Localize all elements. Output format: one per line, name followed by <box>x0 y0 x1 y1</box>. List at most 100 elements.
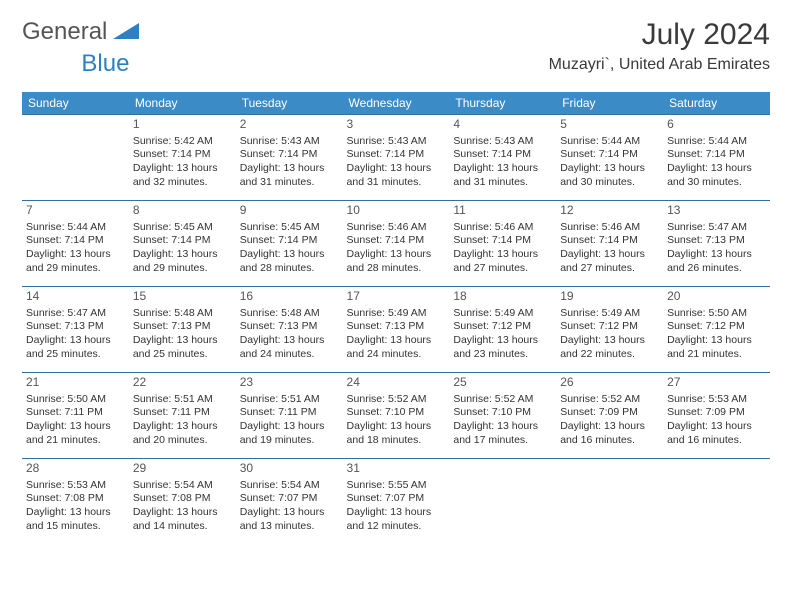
calendar-day-cell: 25Sunrise: 5:52 AMSunset: 7:10 PMDayligh… <box>449 373 556 459</box>
calendar-day-cell: 1Sunrise: 5:42 AMSunset: 7:14 PMDaylight… <box>129 115 236 201</box>
sunrise-line: Sunrise: 5:49 AM <box>560 307 659 321</box>
calendar-day-cell: 20Sunrise: 5:50 AMSunset: 7:12 PMDayligh… <box>663 287 770 373</box>
calendar-table: SundayMondayTuesdayWednesdayThursdayFrid… <box>22 92 770 545</box>
day-number: 7 <box>26 203 125 219</box>
daylight-line: Daylight: 13 hours and 19 minutes. <box>240 420 339 447</box>
weekday-header: Monday <box>129 92 236 115</box>
daylight-line: Daylight: 13 hours and 15 minutes. <box>26 506 125 533</box>
daylight-line: Daylight: 13 hours and 14 minutes. <box>133 506 232 533</box>
day-number: 2 <box>240 117 339 133</box>
calendar-week-row: 21Sunrise: 5:50 AMSunset: 7:11 PMDayligh… <box>22 373 770 459</box>
daylight-line: Daylight: 13 hours and 29 minutes. <box>133 248 232 275</box>
daylight-line: Daylight: 13 hours and 13 minutes. <box>240 506 339 533</box>
sunset-line: Sunset: 7:07 PM <box>240 492 339 506</box>
day-number: 20 <box>667 289 766 305</box>
daylight-line: Daylight: 13 hours and 25 minutes. <box>133 334 232 361</box>
sunrise-line: Sunrise: 5:45 AM <box>133 221 232 235</box>
calendar-day-cell: 8 Sunrise: 5:45 AMSunset: 7:14 PMDaylight… <box>129 201 236 287</box>
brand-word-2: Blue <box>81 50 129 78</box>
sunset-line: Sunset: 7:14 PM <box>26 234 125 248</box>
sunrise-line: Sunrise: 5:52 AM <box>347 393 446 407</box>
calendar-day-cell: 14Sunrise: 5:47 AMSunset: 7:13 PMDayligh… <box>22 287 129 373</box>
calendar-day-cell: 9Sunrise: 5:45 AMSunset: 7:14 PMDaylight… <box>236 201 343 287</box>
sunset-line: Sunset: 7:14 PM <box>560 234 659 248</box>
calendar-empty-cell <box>663 459 770 545</box>
day-number: 24 <box>347 375 446 391</box>
sunset-line: Sunset: 7:10 PM <box>347 406 446 420</box>
daylight-line: Daylight: 13 hours and 17 minutes. <box>453 420 552 447</box>
sunset-line: Sunset: 7:14 PM <box>667 148 766 162</box>
calendar-day-cell: 13Sunrise: 5:47 AMSunset: 7:13 PMDayligh… <box>663 201 770 287</box>
calendar-day-cell: 31Sunrise: 5:55 AMSunset: 7:07 PMDayligh… <box>343 459 450 545</box>
sunset-line: Sunset: 7:11 PM <box>240 406 339 420</box>
weekday-header: Thursday <box>449 92 556 115</box>
sunrise-line: Sunrise: 5:53 AM <box>26 479 125 493</box>
sunset-line: Sunset: 7:12 PM <box>667 320 766 334</box>
sunset-line: Sunset: 7:14 PM <box>347 234 446 248</box>
day-number: 19 <box>560 289 659 305</box>
month-title: July 2024 <box>549 18 770 52</box>
sunset-line: Sunset: 7:14 PM <box>453 148 552 162</box>
calendar-header-row: SundayMondayTuesdayWednesdayThursdayFrid… <box>22 92 770 115</box>
weekday-header: Wednesday <box>343 92 450 115</box>
title-block: July 2024 Muzayri`, United Arab Emirates <box>549 18 770 74</box>
daylight-line: Daylight: 13 hours and 24 minutes. <box>240 334 339 361</box>
day-number: 16 <box>240 289 339 305</box>
weekday-header: Sunday <box>22 92 129 115</box>
sunset-line: Sunset: 7:14 PM <box>560 148 659 162</box>
day-number: 28 <box>26 461 125 477</box>
sunrise-line: Sunrise: 5:43 AM <box>240 135 339 149</box>
sunrise-line: Sunrise: 5:44 AM <box>26 221 125 235</box>
day-number: 11 <box>453 203 552 219</box>
sunrise-line: Sunrise: 5:52 AM <box>560 393 659 407</box>
calendar-empty-cell <box>449 459 556 545</box>
day-number: 1 <box>133 117 232 133</box>
calendar-day-cell: 30Sunrise: 5:54 AMSunset: 7:07 PMDayligh… <box>236 459 343 545</box>
location: Muzayri`, United Arab Emirates <box>549 56 770 74</box>
day-number: 10 <box>347 203 446 219</box>
calendar-day-cell: 7Sunrise: 5:44 AMSunset: 7:14 PMDaylight… <box>22 201 129 287</box>
calendar-day-cell: 27Sunrise: 5:53 AMSunset: 7:09 PMDayligh… <box>663 373 770 459</box>
sunrise-line: Sunrise: 5:49 AM <box>453 307 552 321</box>
sunrise-line: Sunrise: 5:55 AM <box>347 479 446 493</box>
sunset-line: Sunset: 7:14 PM <box>240 148 339 162</box>
day-number: 9 <box>240 203 339 219</box>
calendar-week-row: 28Sunrise: 5:53 AMSunset: 7:08 PMDayligh… <box>22 459 770 545</box>
sunrise-line: Sunrise: 5:53 AM <box>667 393 766 407</box>
daylight-line: Daylight: 13 hours and 32 minutes. <box>133 162 232 189</box>
day-number: 8 <box>133 203 232 219</box>
daylight-line: Daylight: 13 hours and 21 minutes. <box>26 420 125 447</box>
day-number: 26 <box>560 375 659 391</box>
brand-word-1: General <box>22 18 107 46</box>
daylight-line: Daylight: 13 hours and 16 minutes. <box>560 420 659 447</box>
sunset-line: Sunset: 7:08 PM <box>133 492 232 506</box>
sunrise-line: Sunrise: 5:54 AM <box>240 479 339 493</box>
day-number: 13 <box>667 203 766 219</box>
day-number: 6 <box>667 117 766 133</box>
sunset-line: Sunset: 7:14 PM <box>133 234 232 248</box>
calendar-day-cell: 4Sunrise: 5:43 AMSunset: 7:14 PMDaylight… <box>449 115 556 201</box>
day-number: 29 <box>133 461 232 477</box>
sunset-line: Sunset: 7:13 PM <box>347 320 446 334</box>
calendar-week-row: 14Sunrise: 5:47 AMSunset: 7:13 PMDayligh… <box>22 287 770 373</box>
daylight-line: Daylight: 13 hours and 27 minutes. <box>560 248 659 275</box>
daylight-line: Daylight: 13 hours and 27 minutes. <box>453 248 552 275</box>
calendar-empty-cell <box>556 459 663 545</box>
calendar-day-cell: 23Sunrise: 5:51 AMSunset: 7:11 PMDayligh… <box>236 373 343 459</box>
day-number: 14 <box>26 289 125 305</box>
calendar-day-cell: 6Sunrise: 5:44 AMSunset: 7:14 PMDaylight… <box>663 115 770 201</box>
day-number: 27 <box>667 375 766 391</box>
sunrise-line: Sunrise: 5:46 AM <box>560 221 659 235</box>
sunrise-line: Sunrise: 5:48 AM <box>240 307 339 321</box>
daylight-line: Daylight: 13 hours and 22 minutes. <box>560 334 659 361</box>
sunset-line: Sunset: 7:13 PM <box>240 320 339 334</box>
sunrise-line: Sunrise: 5:51 AM <box>240 393 339 407</box>
sunrise-line: Sunrise: 5:46 AM <box>347 221 446 235</box>
sunrise-line: Sunrise: 5:47 AM <box>26 307 125 321</box>
calendar-day-cell: 19Sunrise: 5:49 AMSunset: 7:12 PMDayligh… <box>556 287 663 373</box>
sunrise-line: Sunrise: 5:50 AM <box>667 307 766 321</box>
sunrise-line: Sunrise: 5:44 AM <box>667 135 766 149</box>
daylight-line: Daylight: 13 hours and 23 minutes. <box>453 334 552 361</box>
calendar-day-cell: 29Sunrise: 5:54 AMSunset: 7:08 PMDayligh… <box>129 459 236 545</box>
sunrise-line: Sunrise: 5:50 AM <box>26 393 125 407</box>
